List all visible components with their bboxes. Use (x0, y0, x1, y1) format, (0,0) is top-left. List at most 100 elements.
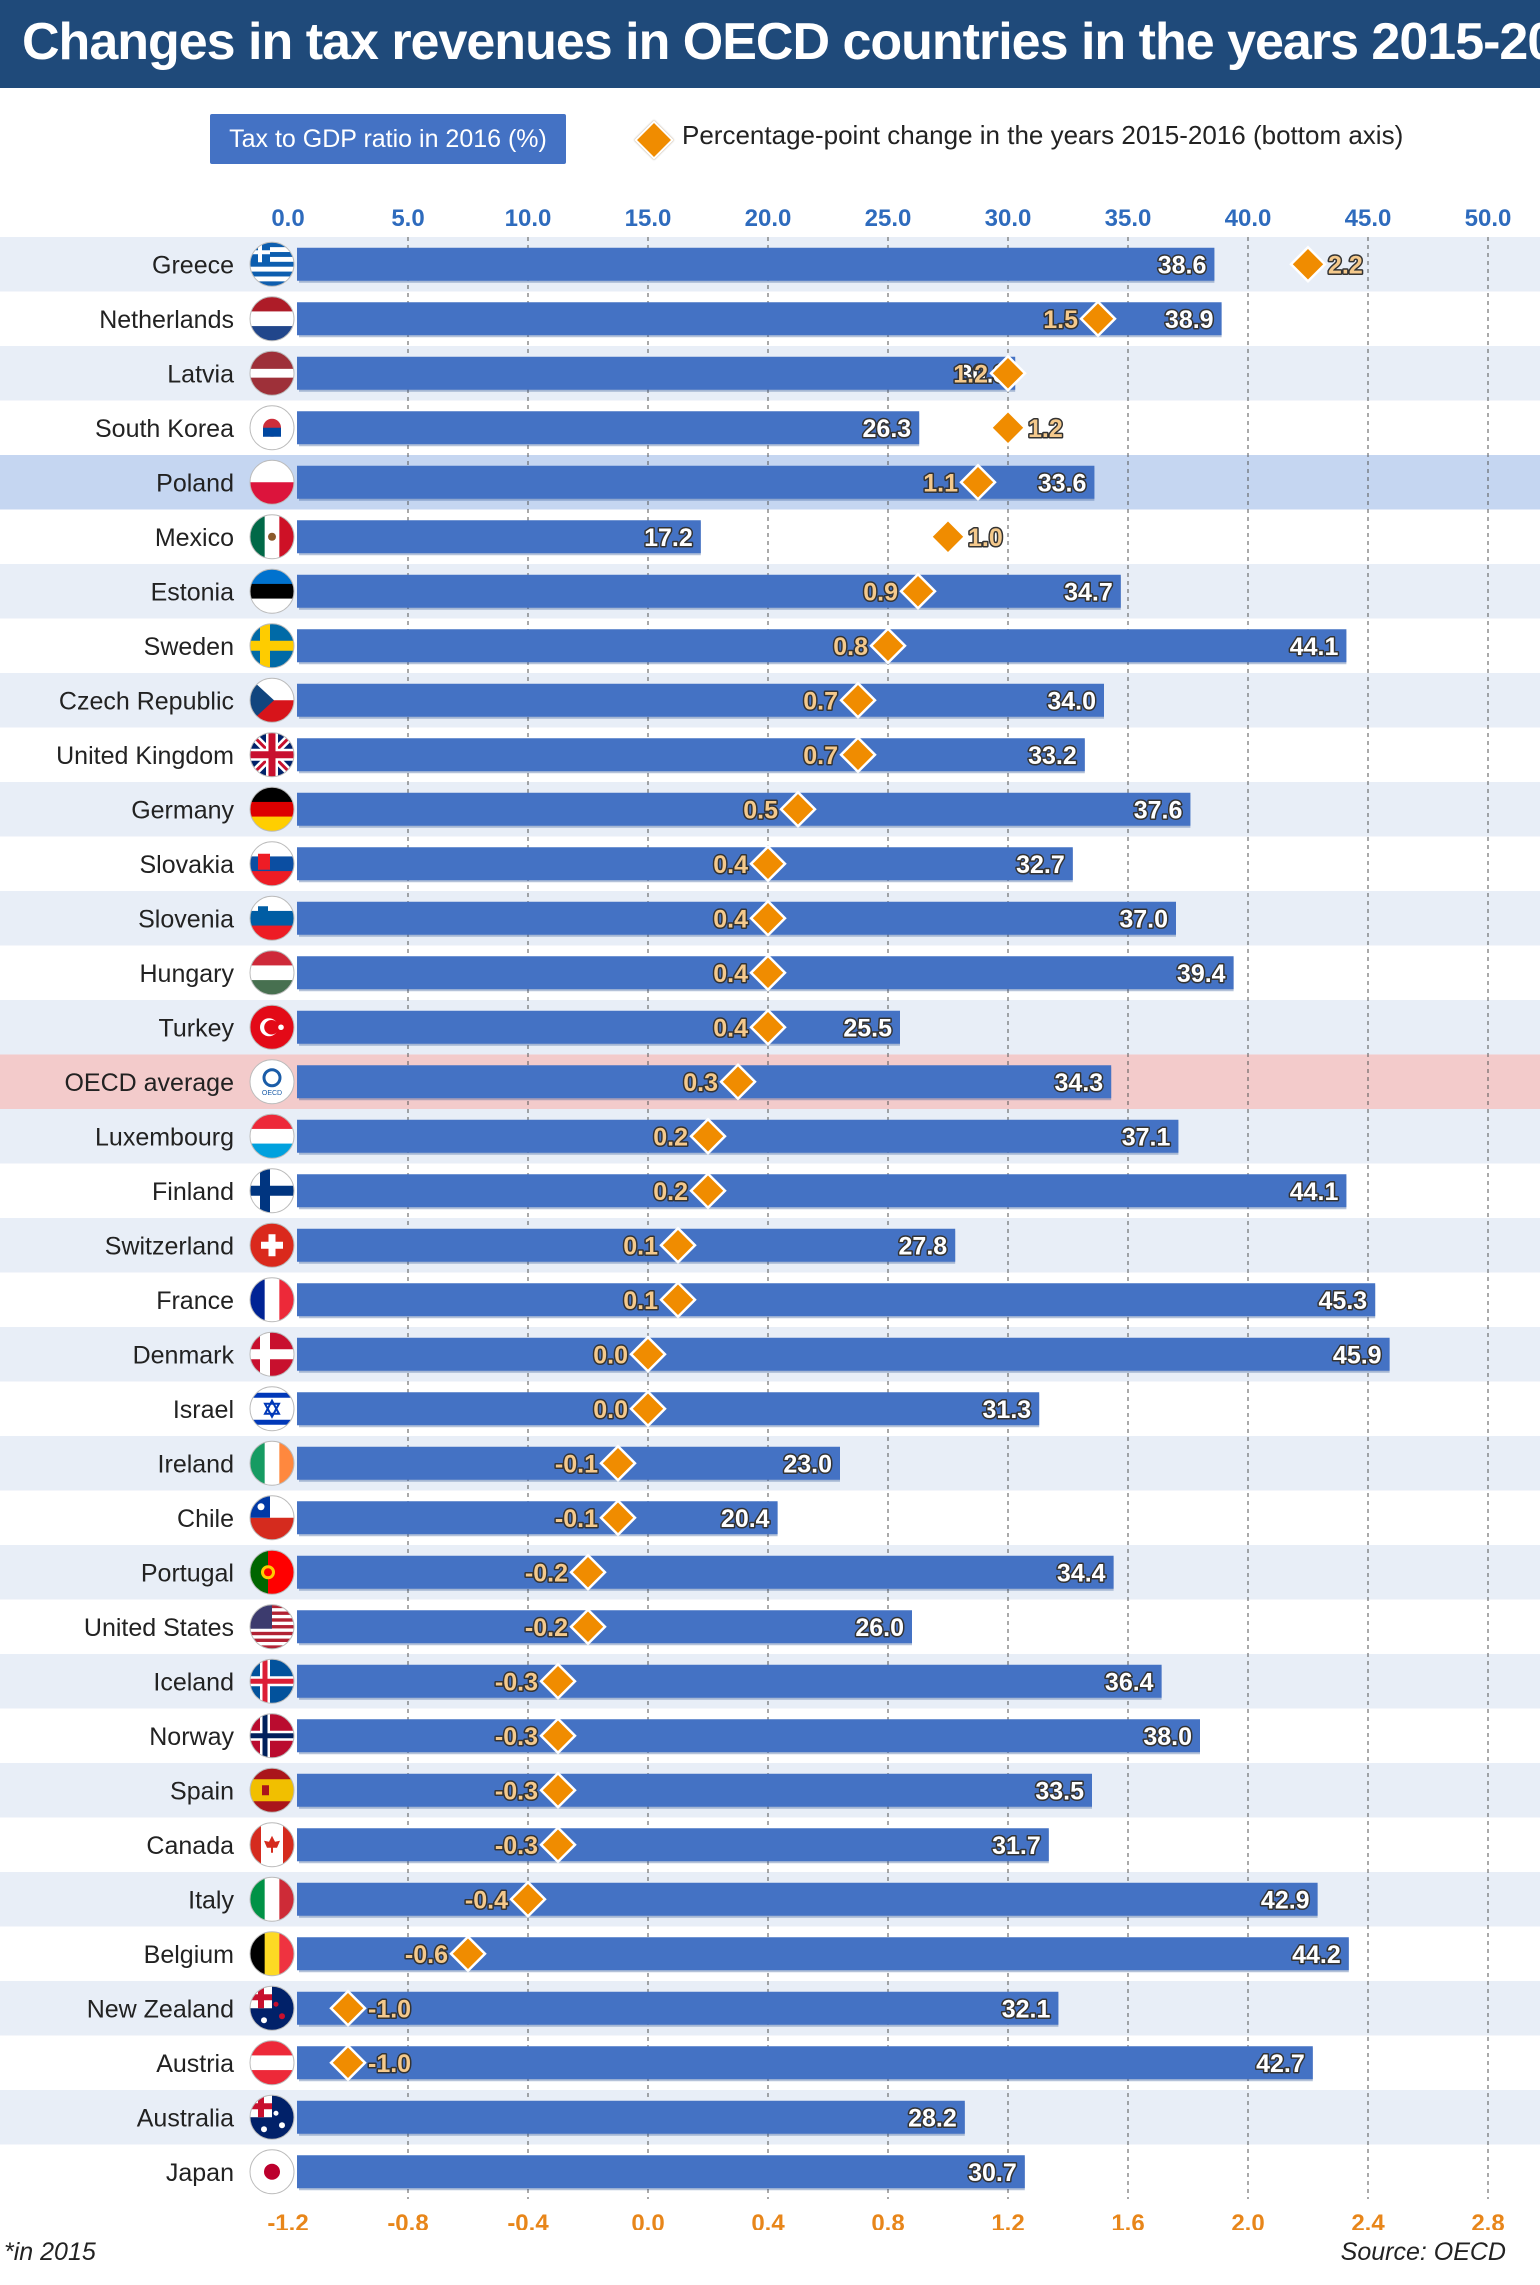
italy-flag-icon (249, 1876, 295, 1922)
change-diamond (899, 572, 937, 610)
country-label: Luxembourg (95, 1123, 234, 1151)
change-value-label: 1.2 (1028, 415, 1063, 443)
bar-value-label: 31.3 (983, 1396, 1032, 1424)
country-label: Mexico (155, 524, 234, 552)
country-label: Estonia (151, 578, 234, 606)
bottom-axis-tick-label: 1.2 (991, 2210, 1024, 2230)
canada-flag-icon (249, 1822, 295, 1868)
bar-value-label: 39.4 (1177, 960, 1226, 988)
country-label: Poland (156, 469, 234, 497)
country-label: Israel (173, 1396, 234, 1424)
bar-value-label: 31.7 (992, 1832, 1041, 1860)
bar-value-label: 45.3 (1319, 1287, 1368, 1315)
country-label: Netherlands (99, 306, 234, 334)
france-flag-icon (249, 1277, 295, 1323)
bar (297, 1501, 778, 1535)
change-value-label: 0.1 (623, 1232, 658, 1260)
change-value-label: 0.2 (653, 1178, 688, 1206)
united-states-flag-icon (249, 1604, 295, 1650)
bar-value-label: 23.0 (783, 1450, 832, 1478)
germany-flag-icon (249, 786, 295, 832)
bar-value-label: 20.4 (721, 1505, 770, 1533)
bar (297, 2155, 1025, 2189)
country-label: France (156, 1287, 234, 1315)
bar-value-label: 28.2 (908, 2104, 957, 2132)
bar (297, 574, 1121, 608)
change-value-label: 0.7 (803, 687, 838, 715)
country-label: United Kingdom (56, 742, 234, 770)
latvia-flag-icon (249, 350, 295, 396)
country-label: Ireland (158, 1450, 234, 1478)
spain-flag-icon (249, 1767, 295, 1813)
country-label: Australia (137, 2104, 234, 2132)
bar (297, 520, 701, 554)
bar (297, 356, 1016, 390)
country-label: Chile (177, 1505, 234, 1533)
bar (297, 247, 1215, 281)
country-label: Turkey (159, 1014, 235, 1042)
change-diamond (749, 954, 787, 992)
bar-value-label: 42.7 (1256, 2050, 1305, 2078)
bar-value-label: 33.6 (1038, 469, 1087, 497)
change-diamond (839, 736, 877, 774)
bottom-axis-tick-label: 2.0 (1231, 2210, 1264, 2230)
change-value-label: 0.7 (803, 742, 838, 770)
finland-flag-icon (249, 1168, 295, 1214)
change-diamond (749, 845, 787, 883)
change-value-label: 0.1 (623, 1287, 658, 1315)
belgium-flag-icon (249, 1931, 295, 1977)
country-label: Portugal (141, 1559, 234, 1587)
ireland-flag-icon (249, 1440, 295, 1486)
bottom-axis-tick-label: 0.0 (631, 2210, 664, 2230)
country-label: Latvia (167, 360, 234, 388)
country-label: South Korea (95, 415, 234, 443)
czech-republic-flag-icon (249, 677, 295, 723)
change-value-label: -0.2 (525, 1614, 568, 1642)
change-value-label: 0.4 (713, 851, 748, 879)
country-label: Denmark (133, 1341, 235, 1369)
bottom-axis-tick-label: -0.4 (507, 2210, 549, 2230)
bar-value-label: 27.8 (899, 1232, 948, 1260)
top-axis-tick-label: 5.0 (391, 205, 424, 232)
change-diamond (599, 1499, 637, 1537)
change-diamond (989, 409, 1027, 447)
oecd-logo-icon: OECD (249, 1059, 295, 1105)
bar-value-label: 42.9 (1261, 1886, 1310, 1914)
luxembourg-flag-icon (249, 1113, 295, 1159)
bar-value-label: 32.7 (1016, 851, 1065, 879)
country-label: Slovenia (138, 905, 234, 933)
footnote: *in 2015 (4, 2238, 96, 2266)
bar (297, 1119, 1179, 1153)
change-diamond (329, 2044, 367, 2082)
change-diamond (989, 354, 1027, 392)
change-diamond (839, 681, 877, 719)
change-diamond (569, 1608, 607, 1646)
turkey-flag-icon (249, 1004, 295, 1050)
bar (297, 1174, 1347, 1208)
bar (297, 629, 1347, 663)
change-diamond (329, 1989, 367, 2027)
bar-value-label: 38.9 (1165, 306, 1214, 334)
change-diamond (869, 627, 907, 665)
top-axis-tick-label: 45.0 (1345, 205, 1392, 232)
change-value-label: 0.9 (863, 578, 898, 606)
country-label: Slovakia (140, 851, 235, 879)
bar (297, 2046, 1313, 2080)
bar (297, 1555, 1114, 1589)
netherlands-flag-icon (249, 296, 295, 342)
svg-text:OECD: OECD (262, 1090, 282, 1097)
legend-diamond-label: Percentage-point change in the years 201… (682, 120, 1404, 150)
australia-flag-icon (249, 2094, 295, 2140)
bar-value-label: 37.6 (1134, 796, 1183, 824)
top-axis-tick-label: 20.0 (745, 205, 792, 232)
change-value-label: -1.0 (368, 2050, 411, 2078)
bar-value-label: 33.2 (1028, 742, 1077, 770)
bar (297, 1446, 840, 1480)
country-label: Austria (156, 2050, 234, 2078)
bar (297, 1664, 1162, 1698)
bottom-axis-tick-label: 0.4 (751, 2210, 785, 2230)
change-value-label: -0.1 (555, 1505, 598, 1533)
change-diamond (509, 1880, 547, 1918)
country-label: Hungary (140, 960, 235, 988)
greece-flag-icon (249, 241, 295, 287)
